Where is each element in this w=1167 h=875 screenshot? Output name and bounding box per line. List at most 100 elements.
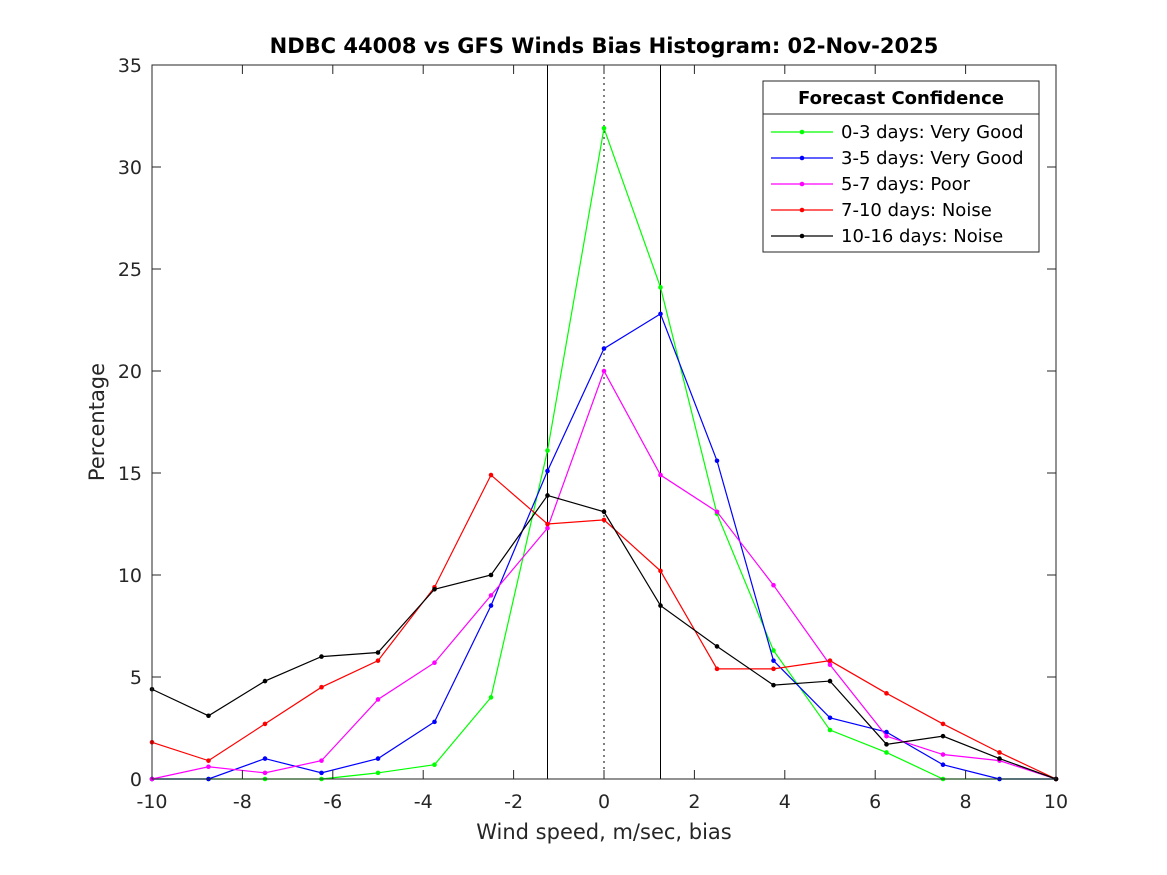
data-point <box>432 719 437 725</box>
data-point <box>545 468 550 474</box>
data-point <box>771 666 776 672</box>
y-tick-label: 20 <box>118 361 142 383</box>
data-point <box>884 742 889 747</box>
legend-label: 3-5 days: Very Good <box>841 148 1024 169</box>
series-5 <box>149 493 1059 782</box>
data-point <box>940 752 946 757</box>
x-tick-label: -4 <box>414 791 433 813</box>
legend-swatch-marker <box>799 233 805 239</box>
data-point <box>771 648 776 653</box>
data-point <box>827 662 833 668</box>
series-4 <box>149 472 1059 782</box>
axes: -10 -8 -6 -4 -2 0 2 4 6 8 10 0 5 10 15 20 25 30 35 <box>118 55 1068 813</box>
data-point <box>319 758 324 763</box>
data-point <box>658 603 663 608</box>
data-point <box>714 666 720 672</box>
data-point <box>940 762 946 768</box>
data-point <box>601 125 607 131</box>
data-point <box>488 603 494 608</box>
x-tick-label: -6 <box>323 791 342 813</box>
data-point <box>432 762 437 768</box>
data-point <box>375 770 381 776</box>
data-point <box>262 721 268 727</box>
legend-label: 7-10 days: Noise <box>841 200 992 221</box>
legend-box <box>762 80 1040 253</box>
data-point <box>432 660 437 666</box>
x-tick-label: 2 <box>688 791 700 813</box>
data-point <box>601 346 607 351</box>
x-tick-label: 10 <box>1044 791 1068 813</box>
data-point <box>827 727 833 733</box>
data-point <box>997 756 1002 761</box>
data-point <box>827 715 833 721</box>
legend-label: 5-7 days: Poor <box>841 174 971 195</box>
data-point <box>884 750 889 755</box>
data-point <box>488 695 494 700</box>
data-point <box>262 756 268 761</box>
data-point <box>714 644 720 649</box>
data-point <box>714 509 720 515</box>
y-tick-label: 25 <box>118 259 142 281</box>
data-point <box>997 750 1002 755</box>
y-tick-label: 10 <box>118 565 142 587</box>
x-tick-label: 8 <box>960 791 972 813</box>
data-point <box>206 713 211 719</box>
data-point <box>488 472 494 478</box>
legend-label: 0-3 days: Very Good <box>841 122 1024 143</box>
x-tick-label: 6 <box>869 791 881 813</box>
data-point <box>488 593 494 598</box>
data-point <box>771 658 776 663</box>
chart-title: NDBC 44008 vs GFS Winds Bias Histogram: … <box>270 34 939 58</box>
data-point <box>375 650 381 655</box>
data-point <box>319 770 324 776</box>
legend-swatch-marker <box>799 181 805 187</box>
data-point <box>375 658 381 663</box>
data-point <box>319 684 324 690</box>
data-point <box>206 758 211 763</box>
data-point <box>658 568 663 574</box>
y-tick-label: 30 <box>118 157 142 179</box>
data-point <box>545 525 550 531</box>
data-point <box>827 658 833 663</box>
data-point <box>714 458 720 464</box>
legend-entry: 5-7 days: Poor <box>771 174 971 195</box>
data-point <box>884 733 889 739</box>
data-point <box>658 311 663 317</box>
data-point <box>319 654 324 659</box>
legend: Forecast Confidence 0-3 days: Very Good 3… <box>762 80 1040 253</box>
data-point <box>432 586 437 592</box>
y-tick-label: 5 <box>130 667 142 689</box>
data-point <box>940 721 946 727</box>
y-axis-title: Percentage <box>85 363 109 481</box>
data-point <box>375 697 381 702</box>
data-point <box>827 678 833 684</box>
legend-entry: 10-16 days: Noise <box>771 226 1003 247</box>
legend-entry: 3-5 days: Very Good <box>771 148 1024 169</box>
data-point <box>545 493 550 498</box>
data-point <box>375 756 381 761</box>
data-point <box>771 682 776 688</box>
data-point <box>262 678 268 684</box>
legend-entry: 0-3 days: Very Good <box>771 122 1024 143</box>
data-point <box>545 521 550 527</box>
x-tick-label: -10 <box>136 791 167 813</box>
data-point <box>601 509 607 515</box>
legend-title: Forecast Confidence <box>798 88 1004 109</box>
data-point <box>658 285 663 290</box>
data-point <box>601 517 607 523</box>
data-point <box>545 448 550 453</box>
data-point <box>488 572 494 578</box>
legend-swatch-marker <box>799 207 805 213</box>
legend-swatch-marker <box>799 155 805 161</box>
data-point <box>884 729 889 735</box>
data-point <box>658 472 663 478</box>
data-point <box>884 691 889 696</box>
reference-lines <box>547 65 661 779</box>
data-point <box>940 733 946 739</box>
data-point <box>262 770 268 776</box>
y-tick-label: 0 <box>130 769 142 791</box>
x-tick-label: -8 <box>233 791 252 813</box>
x-axis-title: Wind speed, m/sec, bias <box>476 820 732 844</box>
legend-items: 0-3 days: Very Good 3-5 days: Very Good 5-… <box>771 122 1024 247</box>
